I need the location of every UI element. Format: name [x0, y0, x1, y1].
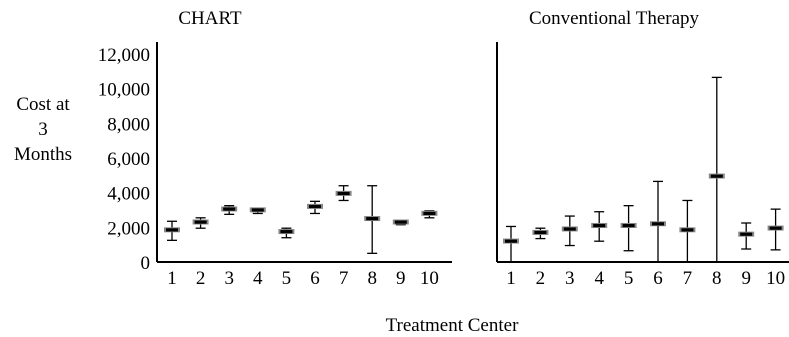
- x-tick-label: 6: [310, 268, 320, 289]
- error-bar-conventional-center-3: [561, 215, 578, 247]
- y-tick-label: 4,000: [107, 184, 150, 205]
- error-bar-conventional-center-6: [650, 180, 666, 262]
- mean-marker: [681, 228, 694, 232]
- mean-marker: [166, 228, 178, 232]
- mean-marker: [223, 207, 236, 211]
- x-tick-label: 10: [420, 268, 439, 289]
- x-tick-label: 9: [396, 268, 406, 289]
- error-bar-conventional-center-9: [738, 222, 755, 250]
- y-axis-label: Cost at 3 Months: [14, 94, 72, 165]
- y-tick-label: 8,000: [107, 114, 150, 135]
- error-bar-chart-center-8: [364, 185, 381, 254]
- error-bar-chart-center-7: [335, 185, 352, 202]
- mean-marker: [251, 208, 264, 212]
- x-tick-label: 4: [594, 268, 604, 289]
- x-tick-label: 3: [565, 268, 575, 289]
- error-bar-chart-center-2: [192, 217, 209, 229]
- x-tick-label: 9: [741, 268, 751, 289]
- mean-marker: [366, 217, 379, 221]
- mean-marker: [194, 220, 207, 224]
- x-tick-label: 4: [253, 268, 263, 289]
- chart-panel: CHART 1 2 3 4 5 6 7 8 9 10: [156, 8, 452, 289]
- error-bar-conventional-center-2: [532, 227, 549, 240]
- mean-marker: [710, 174, 723, 178]
- mean-marker: [769, 226, 782, 230]
- error-bar-conventional-center-5: [620, 205, 637, 252]
- y-axis-label-line: 3: [38, 119, 48, 140]
- error-bar-chart-center-9: [392, 219, 409, 226]
- x-tick-label: 5: [282, 268, 292, 289]
- x-axis-label: Treatment Center: [386, 315, 519, 336]
- error-bar-conventional-center-1: [503, 225, 519, 262]
- error-bar-conventional-center-7: [679, 199, 696, 262]
- y-axis-label-line: Cost at: [16, 94, 70, 115]
- error-bar-conventional-center-4: [591, 211, 608, 242]
- mean-marker: [622, 223, 635, 228]
- conventional-therapy-panel: Conventional Therapy 1 2 3 4 5 6 7 8 9 10: [496, 8, 789, 289]
- mean-marker: [423, 211, 436, 216]
- y-tick-label: 6,000: [107, 149, 150, 170]
- x-tick-label: 3: [224, 268, 234, 289]
- y-tick-label: 2,000: [107, 218, 150, 239]
- y-axis-tick-labels: 0 2,000 4,000 6,000 8,000 10,000 12,000: [98, 45, 150, 274]
- mean-marker: [652, 222, 664, 226]
- mean-marker: [563, 227, 576, 231]
- y-axis-label-line: Months: [14, 144, 72, 165]
- x-tick-label: 10: [766, 268, 785, 289]
- error-bar-chart-center-10: [421, 210, 438, 219]
- error-bar-chart-center-5: [278, 227, 295, 239]
- error-bar-conventional-center-8: [708, 76, 725, 262]
- panel-title-chart: CHART: [178, 8, 242, 29]
- error-bar-chart-center-4: [249, 207, 266, 215]
- mean-marker: [740, 232, 753, 236]
- error-bar-chart-center-1: [164, 220, 180, 241]
- y-tick-label: 10,000: [98, 80, 150, 101]
- x-tick-label: 6: [653, 268, 663, 289]
- x-tick-label: 8: [367, 268, 377, 289]
- panel-title-conventional-therapy: Conventional Therapy: [529, 8, 700, 29]
- y-tick-label: 12,000: [98, 45, 150, 66]
- x-tick-label: 1: [167, 268, 177, 289]
- mean-marker: [593, 223, 606, 228]
- error-bar-conventional-center-10: [767, 208, 784, 251]
- mean-marker: [337, 191, 350, 196]
- mean-marker: [280, 230, 293, 234]
- y-tick-label: 0: [141, 253, 151, 274]
- x-tick-label: 2: [536, 268, 546, 289]
- mean-marker: [505, 239, 517, 243]
- x-tick-label: 7: [339, 268, 349, 289]
- error-bar-chart-center-6: [307, 200, 323, 215]
- error-bar-chart-center-3: [221, 205, 238, 215]
- mean-marker: [309, 204, 321, 209]
- x-tick-label: 7: [683, 268, 693, 289]
- x-tick-label: 5: [624, 268, 634, 289]
- mean-marker: [534, 230, 547, 235]
- mean-marker: [394, 220, 407, 224]
- x-tick-label: 8: [712, 268, 722, 289]
- x-tick-label: 2: [196, 268, 206, 289]
- x-tick-label: 1: [506, 268, 516, 289]
